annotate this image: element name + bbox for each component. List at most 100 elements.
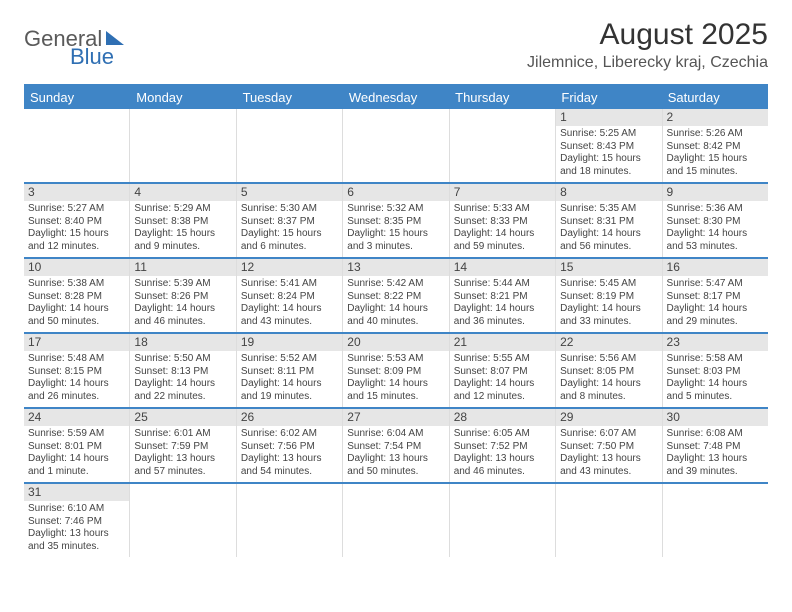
day-number: 11 — [130, 259, 235, 276]
day-cell: . — [450, 109, 556, 182]
day-cell: 23Sunrise: 5:58 AMSunset: 8:03 PMDayligh… — [663, 334, 768, 407]
day-info-line: and 19 minutes. — [241, 391, 338, 404]
day-number: 20 — [343, 334, 448, 351]
day-info-line: Daylight: 13 hours — [347, 453, 444, 466]
day-number: 28 — [450, 409, 555, 426]
logo-text-blue: Blue — [70, 44, 114, 69]
day-cell: 6Sunrise: 5:32 AMSunset: 8:35 PMDaylight… — [343, 184, 449, 257]
day-info-line: Daylight: 14 hours — [28, 303, 125, 316]
day-cell: 14Sunrise: 5:44 AMSunset: 8:21 PMDayligh… — [450, 259, 556, 332]
day-cell: . — [24, 109, 130, 182]
day-number: 8 — [556, 184, 661, 201]
day-info-line: Sunset: 8:15 PM — [28, 366, 125, 379]
day-number: 22 — [556, 334, 661, 351]
day-info-line: and 15 minutes. — [667, 166, 764, 179]
day-info-line: and 56 minutes. — [560, 241, 657, 254]
day-cell: 16Sunrise: 5:47 AMSunset: 8:17 PMDayligh… — [663, 259, 768, 332]
day-number: 30 — [663, 409, 768, 426]
day-info-line: and 46 minutes. — [134, 316, 231, 329]
day-number: 10 — [24, 259, 129, 276]
day-info-line: Sunrise: 6:02 AM — [241, 428, 338, 441]
day-info-line: and 35 minutes. — [28, 541, 125, 554]
day-number: 7 — [450, 184, 555, 201]
day-info-line: Daylight: 13 hours — [560, 453, 657, 466]
day-info-line: and 22 minutes. — [134, 391, 231, 404]
day-info-line: Sunrise: 5:32 AM — [347, 203, 444, 216]
calendar: Sunday Monday Tuesday Wednesday Thursday… — [24, 84, 768, 557]
day-cell: 29Sunrise: 6:07 AMSunset: 7:50 PMDayligh… — [556, 409, 662, 482]
day-info-line: and 53 minutes. — [667, 241, 764, 254]
day-cell: 1Sunrise: 5:25 AMSunset: 8:43 PMDaylight… — [556, 109, 662, 182]
day-info-line: Sunrise: 5:29 AM — [134, 203, 231, 216]
day-cell: 15Sunrise: 5:45 AMSunset: 8:19 PMDayligh… — [556, 259, 662, 332]
location-text: Jilemnice, Liberecky kraj, Czechia — [527, 54, 768, 72]
day-cell: 26Sunrise: 6:02 AMSunset: 7:56 PMDayligh… — [237, 409, 343, 482]
day-info-line: Daylight: 14 hours — [454, 228, 551, 241]
day-info-line: Daylight: 13 hours — [134, 453, 231, 466]
day-cell: 9Sunrise: 5:36 AMSunset: 8:30 PMDaylight… — [663, 184, 768, 257]
day-info-line: Sunset: 7:48 PM — [667, 441, 764, 454]
day-cell: 18Sunrise: 5:50 AMSunset: 8:13 PMDayligh… — [130, 334, 236, 407]
day-info-line: Daylight: 14 hours — [241, 378, 338, 391]
day-cell: . — [237, 109, 343, 182]
day-number: 13 — [343, 259, 448, 276]
day-info-line: Sunset: 8:19 PM — [560, 291, 657, 304]
day-info-line: Sunset: 8:21 PM — [454, 291, 551, 304]
day-info-line: Sunset: 8:01 PM — [28, 441, 125, 454]
weekday-header-row: Sunday Monday Tuesday Wednesday Thursday… — [24, 86, 768, 109]
week-row: 24Sunrise: 5:59 AMSunset: 8:01 PMDayligh… — [24, 409, 768, 484]
day-cell: . — [663, 484, 768, 557]
day-cell: . — [237, 484, 343, 557]
day-info-line: and 59 minutes. — [454, 241, 551, 254]
logo-sail-icon — [106, 31, 124, 45]
day-info-line: Sunset: 8:05 PM — [560, 366, 657, 379]
day-cell: 22Sunrise: 5:56 AMSunset: 8:05 PMDayligh… — [556, 334, 662, 407]
day-info-line: Sunrise: 5:58 AM — [667, 353, 764, 366]
day-cell: . — [556, 484, 662, 557]
day-info-line: Daylight: 14 hours — [667, 303, 764, 316]
day-info-line: Sunrise: 5:39 AM — [134, 278, 231, 291]
day-info-line: and 3 minutes. — [347, 241, 444, 254]
day-info-line: Daylight: 14 hours — [28, 378, 125, 391]
weekday-header: Sunday — [24, 86, 130, 109]
day-cell: 4Sunrise: 5:29 AMSunset: 8:38 PMDaylight… — [130, 184, 236, 257]
day-number: 2 — [663, 109, 768, 126]
day-info-line: Sunrise: 5:30 AM — [241, 203, 338, 216]
day-info-line: Sunset: 7:59 PM — [134, 441, 231, 454]
day-info-line: Sunrise: 6:08 AM — [667, 428, 764, 441]
day-info-line: Sunrise: 5:36 AM — [667, 203, 764, 216]
day-info-line: Sunset: 8:43 PM — [560, 141, 657, 154]
day-info-line: Sunset: 8:07 PM — [454, 366, 551, 379]
title-block: August 2025 Jilemnice, Liberecky kraj, C… — [527, 18, 768, 72]
day-cell: . — [450, 484, 556, 557]
day-info-line: and 26 minutes. — [28, 391, 125, 404]
day-info-line: Daylight: 14 hours — [347, 303, 444, 316]
day-info-line: Sunset: 8:22 PM — [347, 291, 444, 304]
day-info-line: and 43 minutes. — [241, 316, 338, 329]
day-info-line: Sunrise: 5:42 AM — [347, 278, 444, 291]
day-number: 6 — [343, 184, 448, 201]
day-cell: 3Sunrise: 5:27 AMSunset: 8:40 PMDaylight… — [24, 184, 130, 257]
week-row: 3Sunrise: 5:27 AMSunset: 8:40 PMDaylight… — [24, 184, 768, 259]
day-number: 29 — [556, 409, 661, 426]
day-info-line: Sunset: 7:50 PM — [560, 441, 657, 454]
day-info-line: Sunset: 8:31 PM — [560, 216, 657, 229]
day-number: 21 — [450, 334, 555, 351]
day-info-line: Sunset: 8:26 PM — [134, 291, 231, 304]
day-info-line: Sunset: 7:56 PM — [241, 441, 338, 454]
day-cell: 8Sunrise: 5:35 AMSunset: 8:31 PMDaylight… — [556, 184, 662, 257]
day-info-line: and 50 minutes. — [347, 466, 444, 479]
day-info-line: Sunrise: 5:38 AM — [28, 278, 125, 291]
month-title: August 2025 — [527, 18, 768, 52]
weekday-header: Friday — [555, 86, 661, 109]
day-info-line: Daylight: 14 hours — [667, 378, 764, 391]
week-row: 31Sunrise: 6:10 AMSunset: 7:46 PMDayligh… — [24, 484, 768, 557]
day-info-line: and 29 minutes. — [667, 316, 764, 329]
day-info-line: and 33 minutes. — [560, 316, 657, 329]
day-number: 3 — [24, 184, 129, 201]
day-info-line: Sunset: 8:24 PM — [241, 291, 338, 304]
day-info-line: and 5 minutes. — [667, 391, 764, 404]
weekday-header: Monday — [130, 86, 236, 109]
week-row: 17Sunrise: 5:48 AMSunset: 8:15 PMDayligh… — [24, 334, 768, 409]
day-number: 17 — [24, 334, 129, 351]
